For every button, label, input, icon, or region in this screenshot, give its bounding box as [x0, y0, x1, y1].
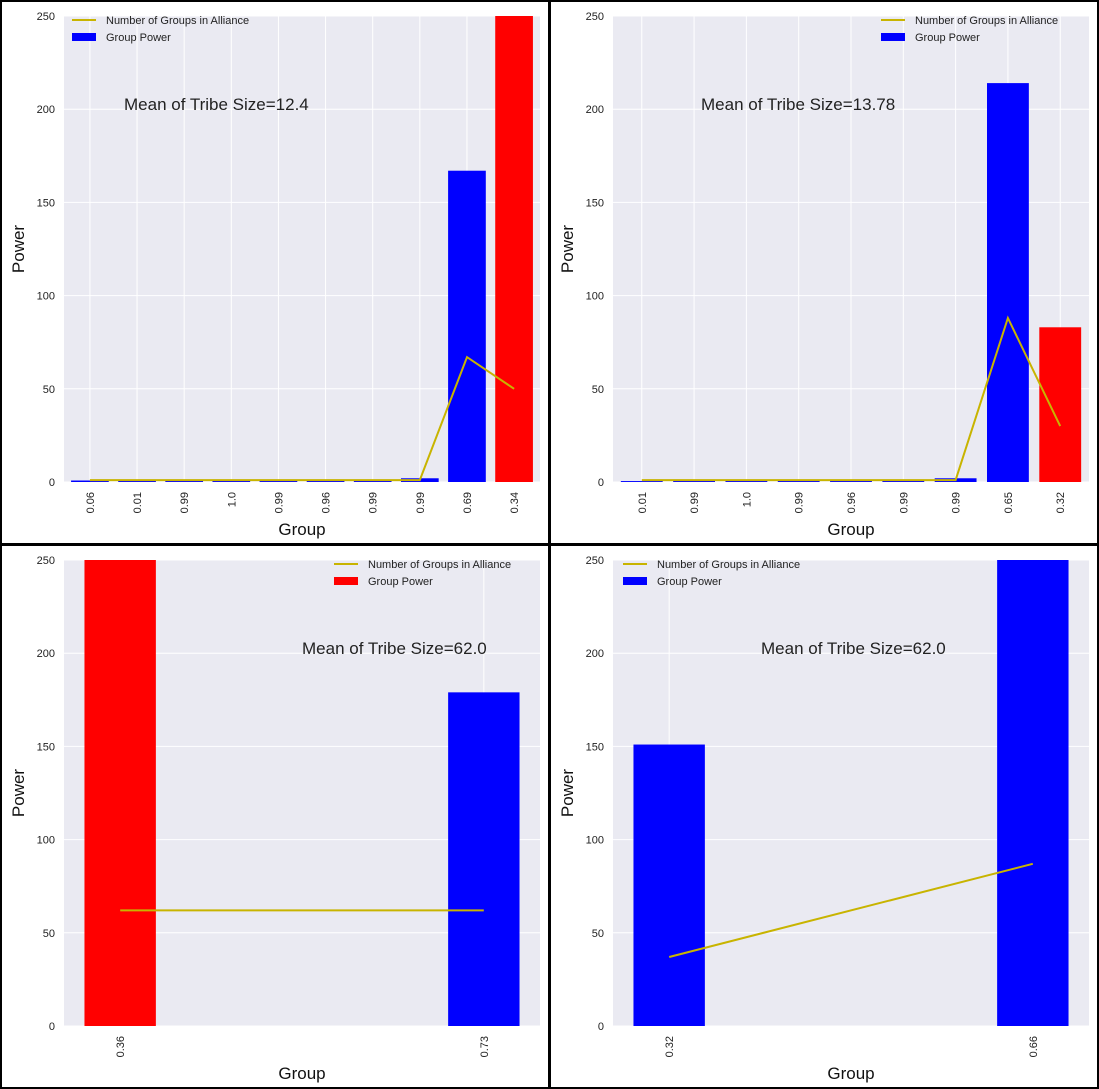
x-tick-label: 0.99: [415, 492, 427, 513]
legend: Number of Groups in Alliance Group Power: [72, 15, 249, 44]
y-tick-label: 100: [586, 835, 604, 847]
x-axis-title: Group: [278, 1064, 325, 1083]
x-tick-label: 0.99: [273, 492, 285, 513]
chart-svg: 0 50 100 150 200 250 0.36 0.73 Group Power Mean of…: [9, 555, 540, 1083]
legend-label: Number of Groups in Alliance: [657, 559, 800, 571]
line-number-of-groups: [668, 862, 1034, 958]
y-tick-label: 50: [592, 928, 604, 940]
bar-group-power: [620, 481, 663, 482]
bar-group-power: [633, 744, 705, 1026]
mean-tribe-size-annotation: Mean of Tribe Size=12.4: [124, 95, 309, 114]
mean-tribe-size-annotation: Mean of Tribe Size=62.0: [761, 639, 946, 658]
y-tick-label: 100: [586, 291, 604, 303]
x-axis-title: Group: [827, 520, 874, 539]
y-axis-title: Power: [558, 225, 577, 274]
chart-panel-1: 0 50 100 150 200 250 0.06 0.01 0.99 1.0 0.99 0.96 0.…: [0, 0, 550, 545]
x-tick-label: 0.99: [179, 492, 191, 513]
bar-group-power: [84, 560, 156, 1026]
x-axis-title: Group: [827, 1064, 874, 1083]
chart-svg: 0 50 100 150 200 250 0.06 0.01 0.99 1.0 0.99 0.96 0.…: [9, 11, 540, 539]
chart-svg: 0 50 100 150 200 250 0.01 0.99 1.0 0.99 0.96 0.99 0.…: [558, 11, 1089, 539]
x-tick-label: 0.32: [664, 1036, 676, 1057]
x-tick-label: 0.69: [462, 492, 474, 513]
y-tick-label: 250: [37, 555, 55, 567]
y-tick-label: 0: [598, 1021, 604, 1033]
legend-patch-swatch: [881, 33, 905, 41]
y-tick-label: 50: [43, 384, 55, 396]
y-tick-label: 200: [37, 104, 55, 116]
bar-group-power: [448, 692, 520, 1026]
y-tick-label: 150: [586, 741, 604, 753]
bar-group-power: [495, 16, 533, 482]
y-axis-title: Power: [558, 769, 577, 818]
x-tick-label: 0.99: [898, 492, 910, 513]
y-tick-label: 50: [592, 384, 604, 396]
x-tick-label: 0.06: [85, 492, 97, 513]
y-tick-label: 150: [37, 741, 55, 753]
x-tick-label: 0.99: [794, 492, 806, 513]
x-tick-label: 0.01: [637, 492, 649, 513]
y-tick-label: 200: [586, 648, 604, 660]
x-tick-label: 0.65: [1003, 492, 1015, 513]
x-tick-label: 1.0: [741, 492, 753, 507]
bar-group-power: [1039, 327, 1082, 482]
legend-patch-swatch: [623, 577, 647, 585]
x-tick-label: 0.66: [1028, 1036, 1040, 1057]
legend-label: Group Power: [368, 576, 433, 588]
y-axis-title: Power: [9, 225, 28, 274]
y-tick-label: 50: [43, 928, 55, 940]
legend: Number of Groups in Alliance Group Power: [334, 559, 511, 588]
x-axis-title: Group: [278, 520, 325, 539]
y-tick-label: 0: [49, 477, 55, 489]
chart-panel-3: 0 50 100 150 200 250 0.36 0.73 Group Power Mean of…: [0, 544, 550, 1089]
x-tick-label: 0.99: [368, 492, 380, 513]
x-tick-label: 0.99: [689, 492, 701, 513]
chart-panel-2: 0 50 100 150 200 250 0.01 0.99 1.0 0.99 0.96 0.99 0.…: [549, 0, 1099, 545]
x-tick-label: 0.96: [846, 492, 858, 513]
bar-group-power: [987, 83, 1029, 482]
legend-label: Number of Groups in Alliance: [106, 15, 249, 27]
y-tick-label: 250: [586, 11, 604, 23]
legend: Number of Groups in Alliance Group Power: [623, 559, 800, 588]
mean-tribe-size-annotation: Mean of Tribe Size=62.0: [302, 639, 487, 658]
chart-svg: 0 50 100 150 200 250 0.32 0.66 Group Power Mean of…: [558, 555, 1089, 1083]
mean-tribe-size-annotation: Mean of Tribe Size=13.78: [701, 95, 895, 114]
legend-label: Group Power: [657, 576, 722, 588]
x-tick-label: 0.34: [509, 492, 521, 513]
y-tick-label: 150: [37, 197, 55, 209]
line-number-of-groups: [89, 355, 515, 482]
legend: Number of Groups in Alliance Group Power: [881, 15, 1058, 44]
y-tick-label: 200: [586, 104, 604, 116]
y-tick-label: 250: [586, 555, 604, 567]
y-tick-label: 200: [37, 648, 55, 660]
x-tick-label: 1.0: [226, 492, 238, 507]
bar-group-power: [71, 480, 109, 482]
x-tick-label: 0.99: [951, 492, 963, 513]
legend-label: Number of Groups in Alliance: [915, 15, 1058, 27]
legend-label: Group Power: [915, 32, 980, 44]
y-tick-label: 150: [586, 197, 604, 209]
x-tick-label: 0.73: [479, 1036, 491, 1057]
y-tick-label: 0: [598, 477, 604, 489]
y-tick-label: 250: [37, 11, 55, 23]
legend-label: Group Power: [106, 32, 171, 44]
y-tick-label: 100: [37, 835, 55, 847]
x-tick-label: 0.01: [132, 492, 144, 513]
bar-group-power: [448, 170, 486, 482]
legend-patch-swatch: [72, 33, 96, 41]
y-tick-label: 100: [37, 291, 55, 303]
y-tick-label: 0: [49, 1021, 55, 1033]
x-tick-label: 0.32: [1055, 492, 1067, 513]
bar-group-power: [997, 560, 1069, 1026]
legend-patch-swatch: [334, 577, 358, 585]
legend-label: Number of Groups in Alliance: [368, 559, 511, 571]
y-axis-title: Power: [9, 769, 28, 818]
x-tick-label: 0.36: [115, 1036, 127, 1057]
line-number-of-groups: [641, 315, 1062, 482]
x-tick-label: 0.96: [321, 492, 333, 513]
chart-panel-4: 0 50 100 150 200 250 0.32 0.66 Group Power Mean of…: [549, 544, 1099, 1089]
